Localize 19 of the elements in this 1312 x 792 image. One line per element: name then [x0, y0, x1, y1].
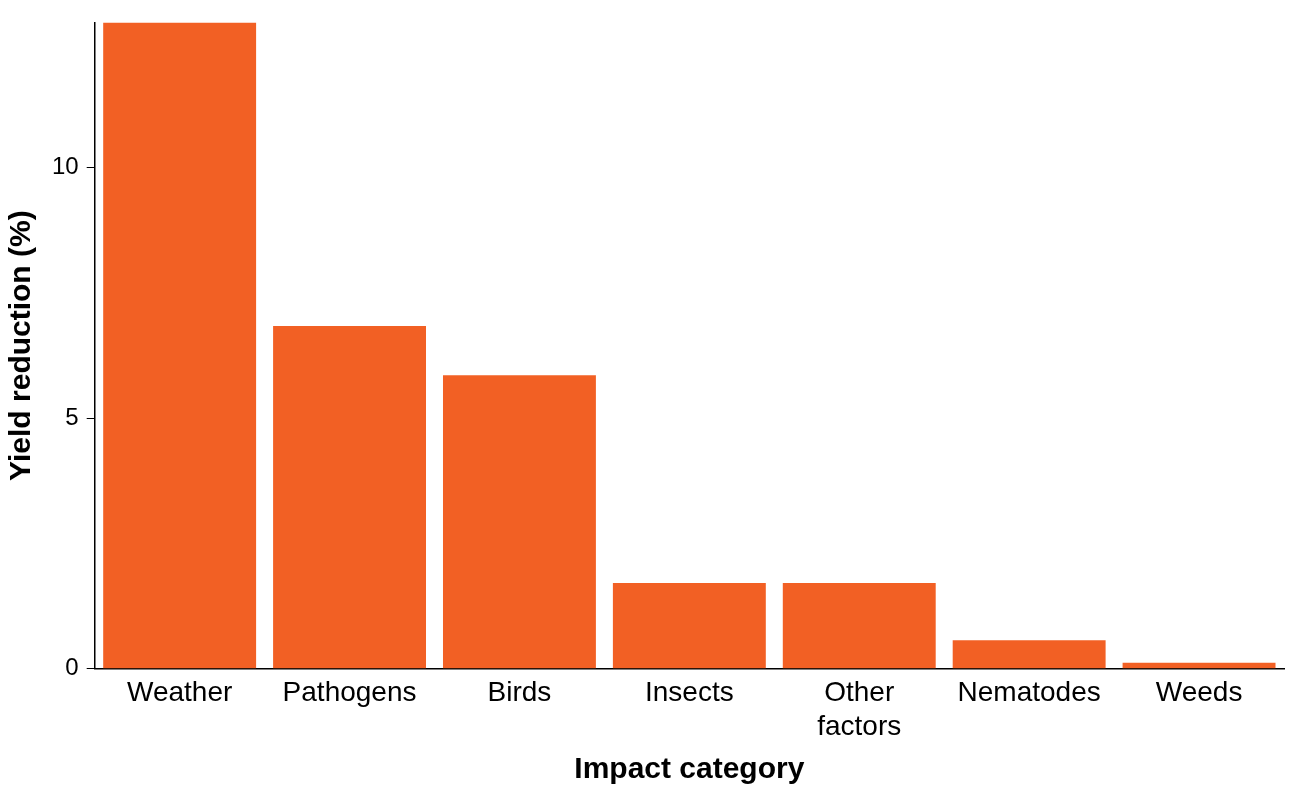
y-tick-label: 10 [51, 152, 79, 180]
x-tick-label: Other factors [817, 676, 902, 741]
x-tick-label: Birds [487, 676, 552, 708]
x-tick-label: Nematodes [957, 676, 1101, 708]
y-tick-label: 5 [65, 402, 79, 430]
x-axis-title: Impact category [574, 751, 805, 785]
bar [442, 375, 596, 669]
bar [273, 326, 426, 669]
bar [1122, 662, 1276, 669]
x-tick-label: Pathogens [282, 676, 417, 708]
x-tick-label: Weeds [1155, 676, 1243, 708]
y-tick-label: 0 [65, 653, 79, 681]
bar [782, 583, 936, 669]
bar [952, 640, 1106, 669]
x-tick-label: Insects [645, 676, 734, 708]
x-tick-label: Weather [126, 676, 233, 708]
bar [612, 583, 766, 669]
bar [103, 22, 257, 669]
y-axis-title: Yield reduction (%) [3, 210, 37, 481]
